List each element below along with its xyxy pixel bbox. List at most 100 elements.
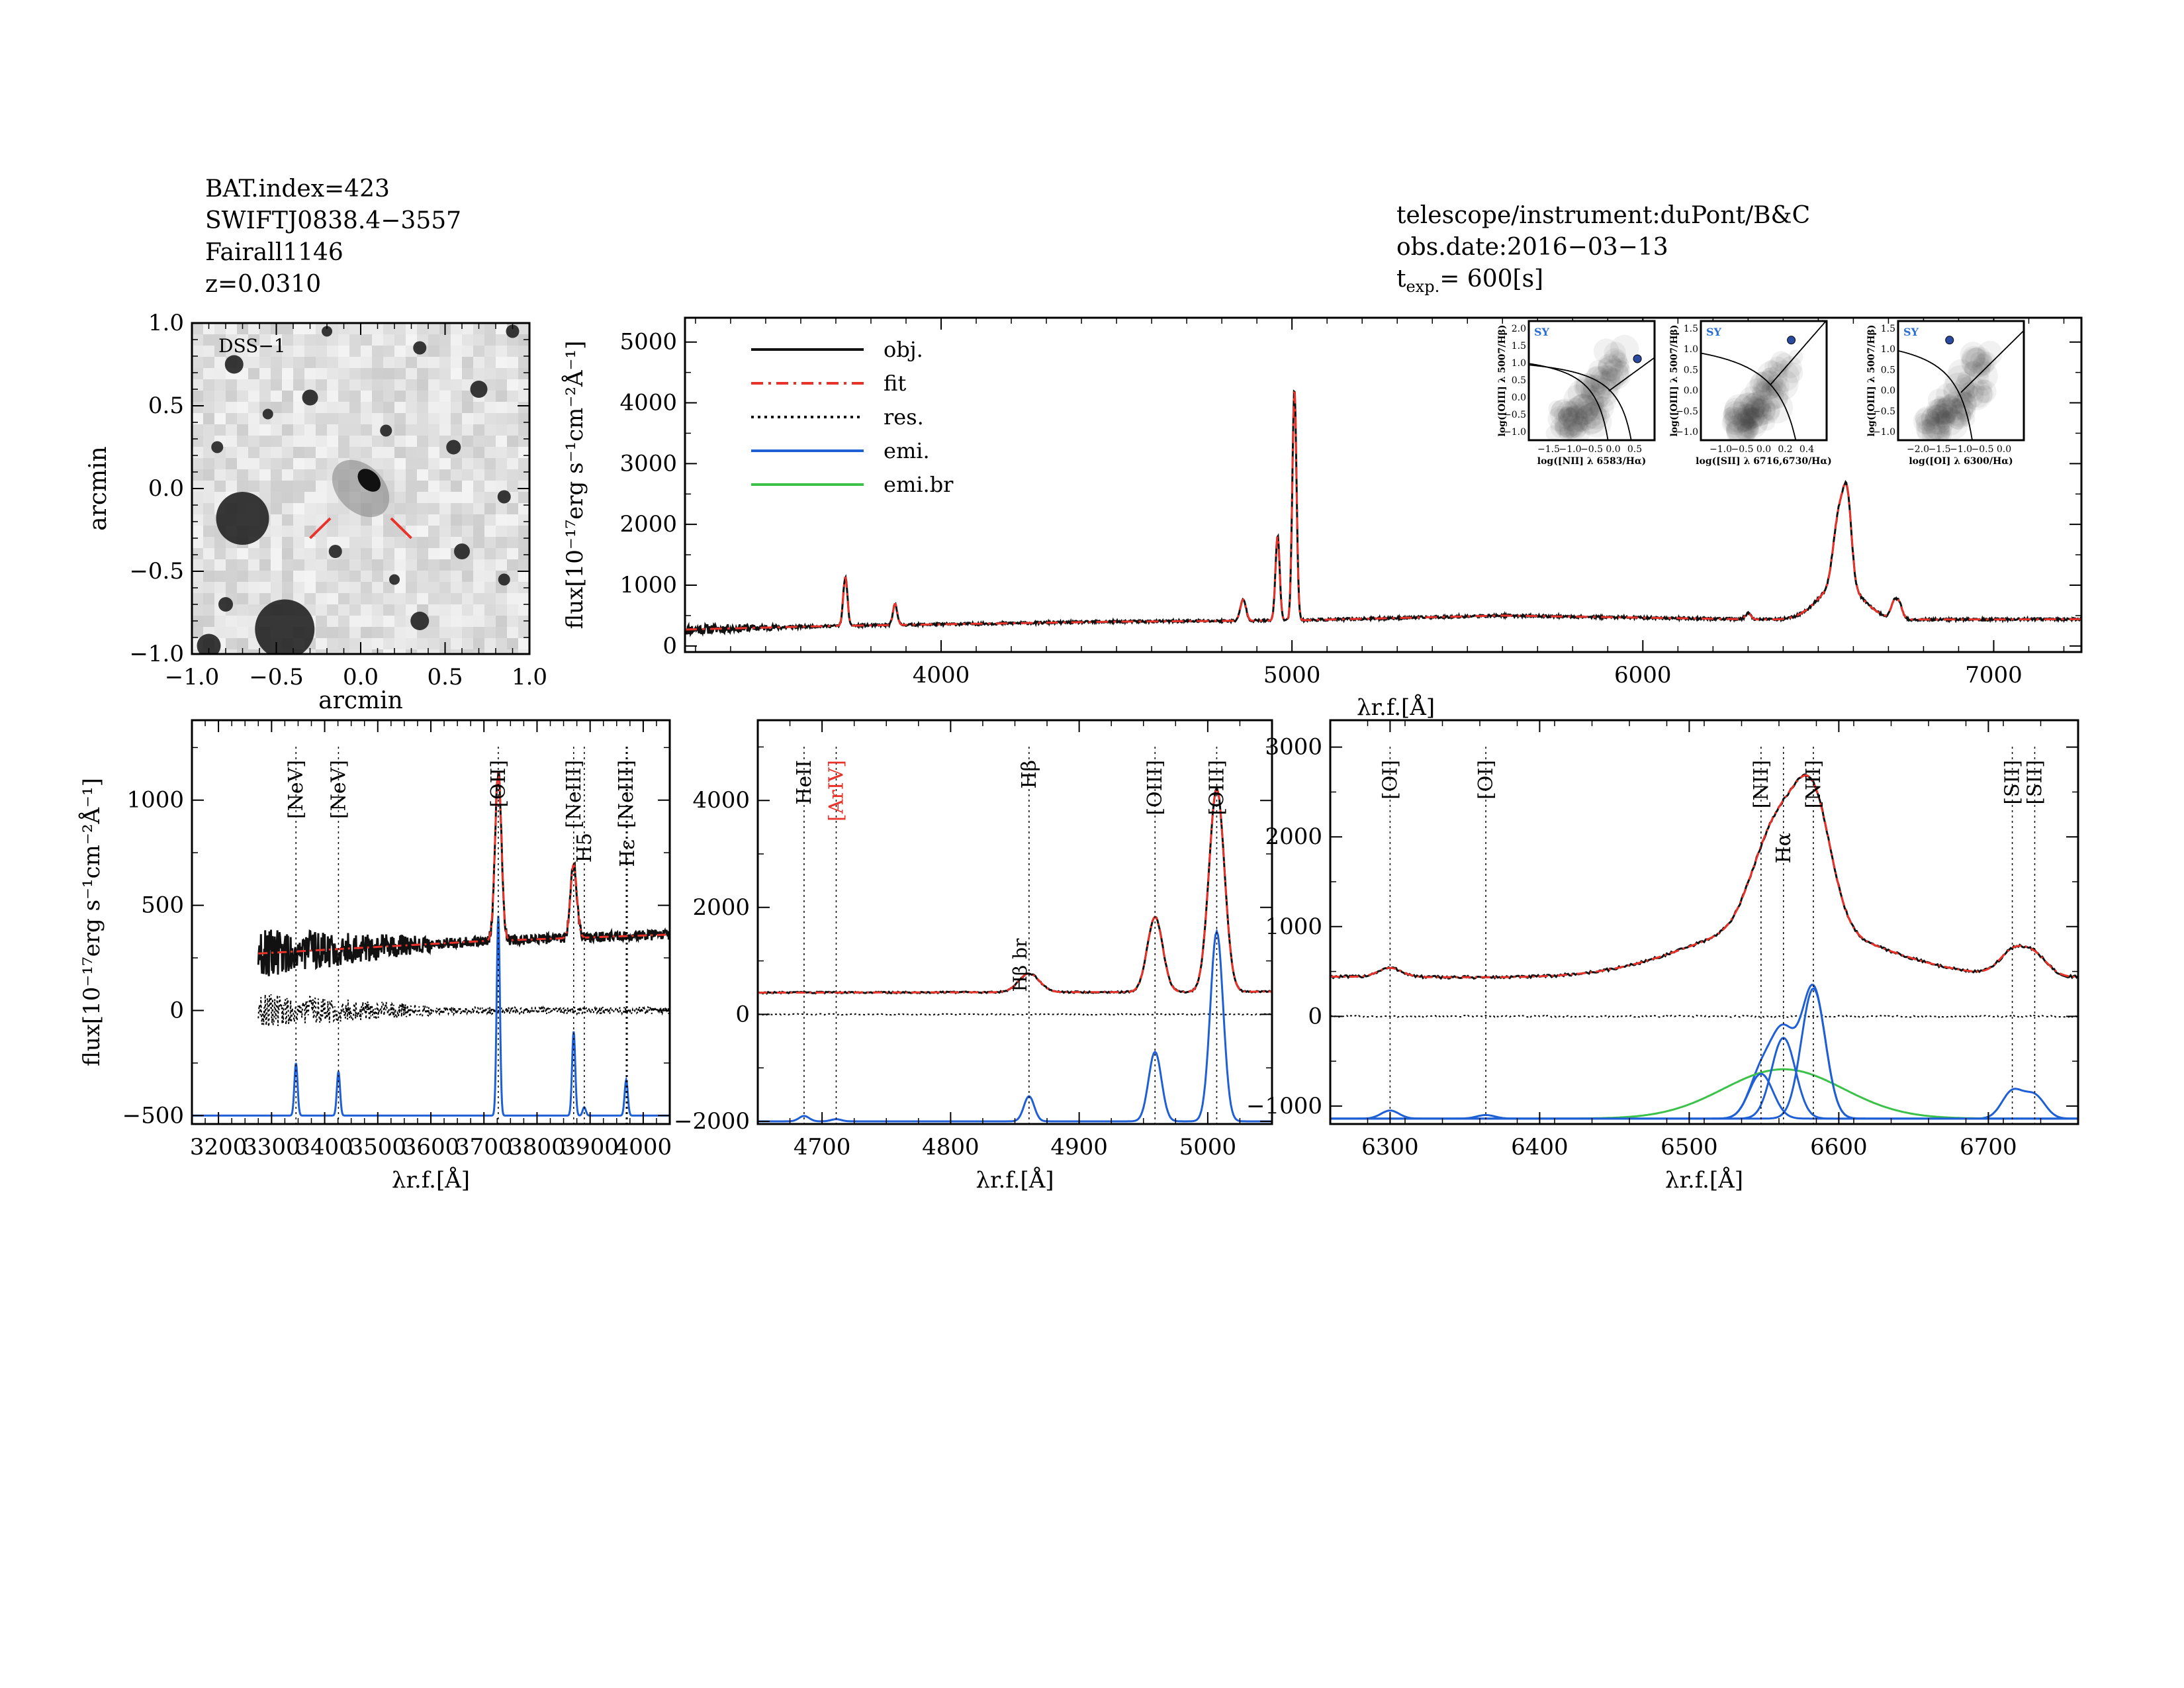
bpt-y-tick-label: 0.5 [1512, 375, 1526, 386]
dss-pixel [507, 436, 518, 447]
dss-pixel [484, 368, 496, 379]
dss-star [446, 440, 461, 455]
dss-pixel [293, 368, 304, 379]
zoom_blue-y-label: flux[10⁻¹⁷erg s⁻¹cm⁻²Å⁻¹] [78, 778, 105, 1066]
density-blob [1581, 400, 1610, 430]
dss-pixel [406, 638, 417, 649]
x-tick-label: 6600 [1810, 1134, 1868, 1160]
density-blob [1762, 402, 1780, 420]
x-tick-label: 4000 [615, 1134, 672, 1160]
dss-pixel [293, 481, 304, 492]
density-blob [1750, 371, 1772, 393]
density-blob [1550, 399, 1580, 430]
density-blob [1746, 406, 1760, 421]
dss-pixel [383, 649, 394, 654]
header-bat-index: BAT.index=423 [205, 175, 390, 203]
bpt-y-tick-label: 1.5 [1881, 324, 1895, 334]
dss-pixel [484, 323, 496, 334]
dss-pixel [327, 346, 338, 357]
density-blob [1761, 391, 1793, 424]
dss-pixel [361, 447, 372, 458]
dss-pixel [473, 492, 484, 503]
dss-pixel [439, 526, 451, 537]
dss-pixel [327, 391, 338, 402]
dss-pixel [327, 413, 338, 424]
density-blob [1570, 404, 1588, 422]
bpt-x-tick-label: −1.5 [1929, 444, 1951, 455]
dss-pixel [417, 424, 428, 436]
dss-pixel [338, 638, 349, 649]
density-blob [1743, 404, 1759, 420]
dss-pixel [484, 649, 496, 654]
full-fit-line [685, 391, 2081, 631]
dss-pixel [316, 346, 327, 357]
legend-label: res. [884, 404, 924, 430]
dss-pixel [316, 458, 327, 469]
dss-pixel [203, 559, 214, 571]
full-spectrum-curves [685, 389, 2081, 637]
dss-pixel [383, 627, 394, 638]
dss-pixel [518, 526, 529, 537]
dss-pixel [304, 503, 316, 514]
line-label: [NeV] [327, 760, 350, 819]
density-blob [1924, 403, 1956, 435]
density-blob [1580, 406, 1612, 438]
density-blob [1934, 426, 1950, 440]
dss-pixel [417, 537, 428, 548]
dss-pixel [383, 638, 394, 649]
density-blob [1598, 355, 1624, 381]
dss-pixel [484, 638, 496, 649]
dss-pixel [439, 593, 451, 604]
dss-pixel [428, 492, 439, 503]
dss-pixel [316, 571, 327, 582]
line-label: Hα [1772, 833, 1796, 863]
line-label: [OI] [1379, 760, 1402, 800]
x-tick-label: −1.0 [165, 664, 220, 690]
zoom_blue-obj [257, 771, 670, 976]
dss-pixel [248, 481, 259, 492]
dss-pixel [271, 526, 282, 537]
dss-pixel [462, 323, 473, 334]
dss-pixel [439, 469, 451, 481]
dss-pixel [338, 379, 349, 391]
dss-pixel [316, 503, 327, 514]
density-blob [1915, 412, 1929, 426]
dss-pixel [327, 559, 338, 571]
dss-pixel [248, 368, 259, 379]
dss-pixel [372, 391, 383, 402]
dss-pixel [439, 627, 451, 638]
density-blob [1768, 360, 1800, 392]
density-blob [1972, 357, 1991, 377]
bpt-y-tick-label: −1.0 [1676, 427, 1698, 438]
density-blob [1737, 416, 1760, 440]
dss-pixel [518, 402, 529, 413]
dss-pixel [259, 469, 271, 481]
dss-pixel [338, 424, 349, 436]
dss-pixel [293, 413, 304, 424]
dss-pixel [361, 436, 372, 447]
dss-pixel [316, 627, 327, 638]
dss-pixel [271, 571, 282, 582]
density-blob [1926, 399, 1948, 420]
x-tick-label: 6000 [1614, 662, 1672, 688]
dss-pixel [349, 357, 361, 368]
dss-pixel [259, 447, 271, 458]
dss-pixel [349, 391, 361, 402]
dss-pixel [439, 604, 451, 616]
dss-pixel [214, 616, 226, 627]
density-blob [1747, 414, 1763, 430]
dss-pixel [394, 346, 406, 357]
dss-pixel [214, 469, 226, 481]
density-blob [1739, 412, 1756, 430]
dss-pixel [383, 436, 394, 447]
dss-pixel [192, 346, 203, 357]
dss-pixel [507, 548, 518, 559]
density-blob [1751, 395, 1781, 424]
density-blob [1590, 396, 1614, 420]
density-blob [1573, 395, 1600, 422]
y-tick-label: 2000 [1265, 823, 1322, 850]
dss-pixel [439, 481, 451, 492]
density-blob [1725, 415, 1742, 433]
dss-pixel [372, 413, 383, 424]
dss-pixel [507, 559, 518, 571]
